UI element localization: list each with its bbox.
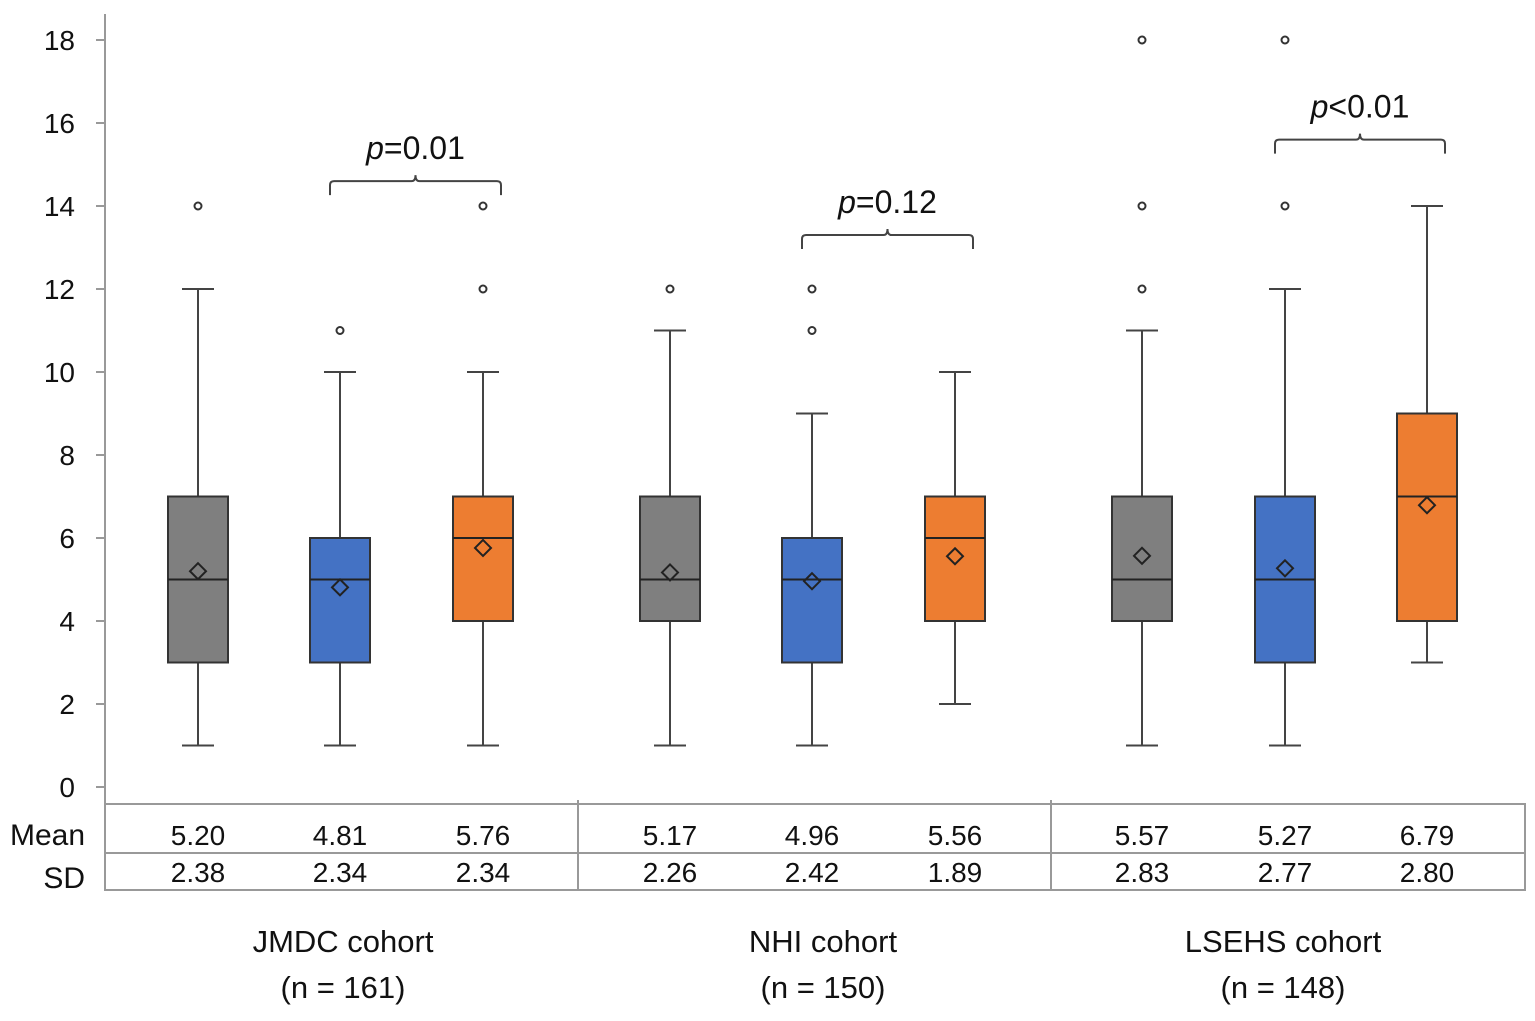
mean-marker-diamond (802, 571, 822, 591)
mean-value: 5.27 (1258, 820, 1313, 851)
outlier-point (193, 201, 203, 211)
p-value-bracket (801, 229, 974, 250)
box-iqr (639, 495, 701, 622)
cohort-n-label: (n = 150) (761, 970, 886, 1005)
y-tick-label: 10 (44, 357, 75, 388)
p-value-bracket (1274, 133, 1446, 154)
mean-value: 6.79 (1400, 820, 1455, 851)
mean-marker-diamond (1417, 495, 1437, 515)
y-tick-label: 0 (59, 772, 75, 803)
box-iqr (781, 537, 843, 664)
sd-value: 2.34 (313, 857, 368, 888)
mean-marker-diamond (473, 538, 493, 558)
p-value-label: p<0.01 (1310, 89, 1410, 125)
outlier-point (478, 284, 488, 294)
outlier-point (1280, 35, 1290, 45)
sd-value: 2.83 (1115, 857, 1170, 888)
box-iqr (924, 495, 986, 622)
cohort-label: JMDC cohort (253, 924, 434, 959)
sd-value: 2.77 (1258, 857, 1313, 888)
table-row-label-sd: SD (43, 862, 85, 895)
y-tick-label: 4 (59, 606, 75, 637)
cohort-n-label: (n = 148) (1221, 970, 1346, 1005)
p-value: =0.01 (384, 130, 465, 166)
stats-table-border (104, 803, 1526, 891)
p-value: =0.12 (856, 184, 937, 220)
p-value-bracket (329, 175, 502, 196)
p-symbol: p (1310, 89, 1329, 125)
y-tick-label: 18 (44, 25, 75, 56)
mean-marker-diamond (945, 546, 965, 566)
p-value-label: p=0.01 (365, 130, 465, 166)
y-tick-label: 14 (44, 191, 75, 222)
sd-value: 2.80 (1400, 857, 1455, 888)
outlier-point (1137, 284, 1147, 294)
y-tick-label: 12 (44, 274, 75, 305)
outlier-point (1280, 201, 1290, 211)
mean-marker-diamond (1132, 546, 1152, 566)
table-row-label-mean: Mean (10, 819, 85, 852)
mean-marker-diamond (660, 563, 680, 582)
mean-value: 5.17 (643, 820, 698, 851)
y-tick-label: 6 (59, 523, 75, 554)
outlier-point (335, 326, 345, 335)
sd-value: 2.42 (785, 857, 840, 888)
p-symbol: p (837, 184, 856, 220)
outlier-point (665, 284, 675, 294)
outlier-point (1137, 201, 1147, 211)
cohort-label: LSEHS cohort (1185, 924, 1382, 959)
box-iqr (1111, 495, 1173, 622)
p-symbol: p (365, 130, 384, 166)
cohort-n-label: (n = 161) (281, 970, 406, 1005)
mean-value: 4.81 (313, 820, 368, 851)
outlier-point (478, 201, 488, 211)
outlier-point (807, 326, 817, 335)
sd-value: 2.38 (171, 857, 226, 888)
mean-marker-diamond (330, 577, 350, 597)
outlier-point (807, 284, 817, 294)
y-tick-label: 2 (59, 689, 75, 720)
y-tick-label: 8 (59, 440, 75, 471)
mean-value: 4.96 (785, 820, 840, 851)
outlier-point (1137, 35, 1147, 45)
mean-marker-diamond (188, 561, 208, 581)
mean-value: 5.20 (171, 820, 226, 851)
box-iqr (1396, 412, 1458, 622)
p-value: <0.01 (1328, 89, 1409, 125)
y-tick-label: 16 (44, 108, 75, 139)
cohort-label: NHI cohort (749, 924, 898, 959)
box-iqr (309, 537, 371, 664)
mean-marker-diamond (1275, 558, 1295, 578)
sd-value: 1.89 (928, 857, 983, 888)
sd-value: 2.34 (456, 857, 511, 888)
box-iqr (452, 495, 514, 622)
sd-value: 2.26 (643, 857, 698, 888)
p-value-label: p=0.12 (837, 184, 937, 220)
mean-value: 5.76 (456, 820, 511, 851)
mean-value: 5.57 (1115, 820, 1170, 851)
mean-value: 5.56 (928, 820, 983, 851)
